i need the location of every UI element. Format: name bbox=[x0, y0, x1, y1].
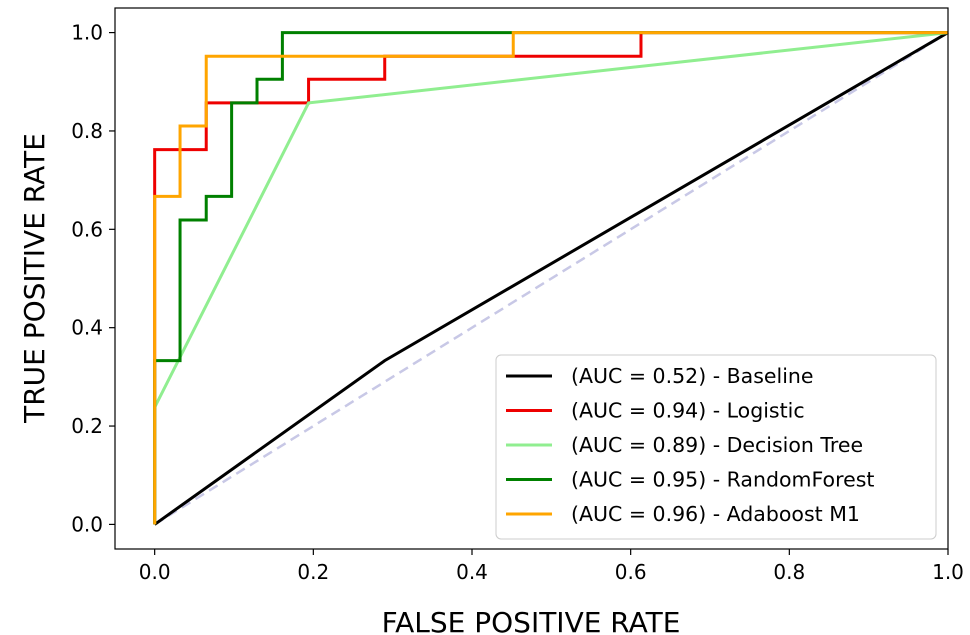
y-axis-label: TRUE POSITIVE RATE bbox=[18, 133, 51, 424]
series-line-5 bbox=[153, 31, 948, 525]
y-tick-label: 0.2 bbox=[71, 414, 103, 438]
plot-frame bbox=[114, 7, 949, 550]
y-tick-label: 0.6 bbox=[71, 217, 103, 241]
y-tick-label: 0.8 bbox=[71, 119, 103, 143]
x-tick-label: 0.4 bbox=[456, 560, 488, 584]
x-tick-label: 0.2 bbox=[297, 560, 329, 584]
diagonal-reference-line bbox=[154, 31, 949, 526]
legend: (AUC = 0.52) - Baseline (AUC = 0.94) - Lo… bbox=[495, 354, 937, 540]
y-tick-label: 0.0 bbox=[71, 512, 103, 536]
legend-entry-label: (AUC = 0.96) - Adaboost M1 bbox=[571, 502, 860, 526]
x-tick-label: 0.0 bbox=[139, 560, 171, 584]
legend-entry-label: (AUC = 0.94) - Logistic bbox=[571, 399, 805, 423]
legend-entry-label: (AUC = 0.52) - Baseline bbox=[571, 364, 814, 388]
x-tick-label: 0.6 bbox=[615, 560, 647, 584]
series-line-1 bbox=[153, 31, 949, 526]
x-axis-label: FALSE POSITIVE RATE bbox=[382, 606, 681, 635]
x-tick-label: 1.0 bbox=[932, 560, 964, 584]
series-line-2 bbox=[153, 31, 948, 525]
legend-box bbox=[495, 354, 937, 540]
legend-entry-label: (AUC = 0.95) - RandomForest bbox=[571, 468, 874, 492]
y-tick-label: 1.0 bbox=[71, 21, 103, 45]
series-line-4 bbox=[153, 31, 948, 525]
y-tick-label: 0.4 bbox=[71, 316, 103, 340]
legend-entry-label: (AUC = 0.89) - Decision Tree bbox=[571, 433, 863, 457]
x-tick-label: 0.8 bbox=[773, 560, 805, 584]
